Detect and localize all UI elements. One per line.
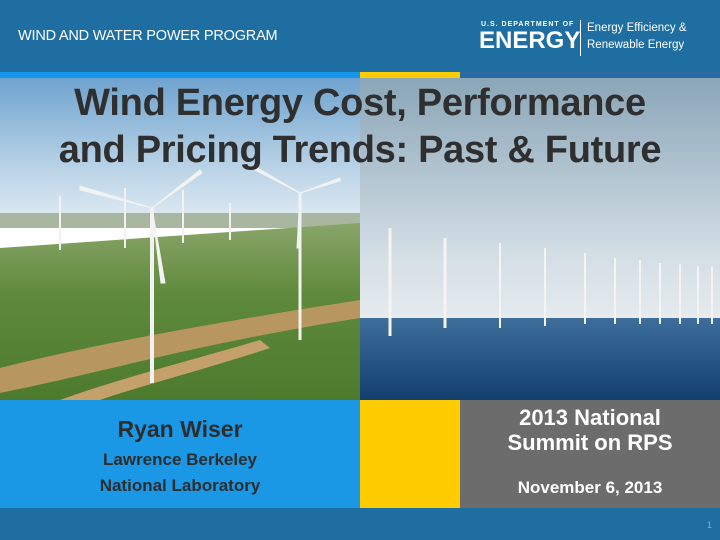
wind-turbines-photo [0,78,720,400]
accent-strip [0,72,720,78]
yellow-accent-block [360,400,460,508]
presenter-panel [0,400,360,508]
footer-bar [0,508,720,540]
title-line-2: and Pricing Trends: Past & Future [58,129,662,171]
event-date: November 6, 2013 [517,478,663,497]
presenter-org-line1: Lawrence Berkeley [102,450,258,469]
doe-logo-small-text: U.S. DEPARTMENT OF [481,21,575,28]
presenter-org-line2: National Laboratory [99,476,261,495]
program-name: WIND AND WATER POWER PROGRAM [18,28,278,44]
event-panel [460,400,720,508]
presenter-name: Ryan Wiser [117,416,243,442]
doe-office-line1: Energy Efficiency & [587,22,687,34]
doe-office-line2: Renewable Energy [587,39,685,51]
header-bar: WIND AND WATER POWER PROGRAM U.S. DEPART… [0,0,720,72]
title-line-1: Wind Energy Cost, Performance [74,82,646,124]
page-number: 1 [706,520,712,530]
slide-title: Wind Energy Cost, Performance and Pricin… [0,80,720,174]
doe-logo-wordmark: ENERGY [479,27,581,54]
doe-logo-divider [580,20,581,56]
event-title-line2: Summit on RPS [507,430,673,455]
event-title-line1: 2013 National [519,405,661,430]
